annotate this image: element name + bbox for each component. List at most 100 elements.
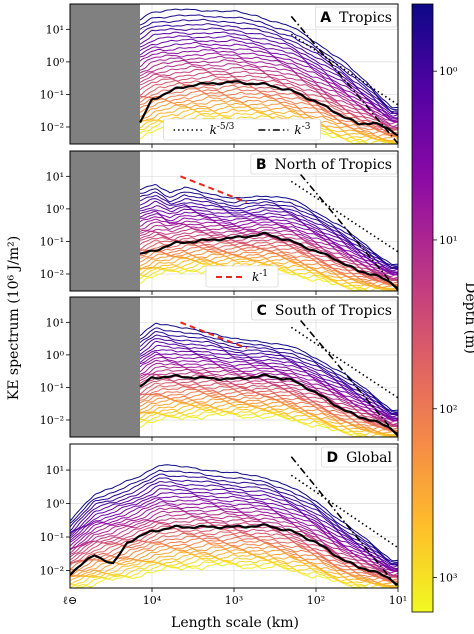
- depth-spectrum-line: [139, 398, 398, 433]
- depth-spectrum-line: [139, 27, 398, 115]
- depth-spectrum-line: [70, 553, 398, 588]
- colorbar: 10⁰ 10¹ 10² 10³ Depth (m): [411, 3, 474, 613]
- depth-spectrum-line: [70, 537, 398, 583]
- panel-letter: B: [256, 157, 267, 173]
- depth-spectrum-line: [70, 498, 398, 571]
- depth-spectrum-line: [139, 334, 398, 416]
- depth-spectrum-line: [139, 356, 398, 422]
- depth-spectrum-line: [139, 344, 398, 418]
- y-tick-label: 10⁻²: [40, 564, 64, 577]
- y-tick-label: 10⁰: [46, 498, 65, 511]
- panel-title: C South of Tropics: [251, 299, 398, 321]
- depth-spectrum-line: [70, 535, 398, 583]
- depth-spectrum-line: [70, 543, 398, 584]
- colorbar-strip: [411, 3, 434, 613]
- x-tick-label: 10⁴: [143, 594, 162, 607]
- x-axis-label: Length scale (km): [171, 615, 299, 631]
- panel-title-text: Global: [346, 450, 392, 466]
- depth-spectrum-line: [139, 371, 398, 427]
- x-tick-label: 10²: [307, 594, 325, 607]
- depth-mean-line: [139, 80, 398, 137]
- colorbar-tick-label: 10¹: [439, 234, 457, 247]
- depth-spectrum-line: [139, 338, 398, 416]
- y-tick-label: 10⁻¹: [40, 88, 64, 101]
- depth-spectrum-line: [139, 330, 398, 415]
- depth-spectrum-line: [139, 188, 398, 267]
- depth-spectrum-line: [139, 102, 398, 140]
- panel-plot-area: [70, 4, 398, 144]
- depth-spectrum-line: [139, 84, 398, 135]
- depth-spectrum-line: [139, 405, 398, 437]
- depth-spectrum-line: [139, 41, 398, 120]
- depth-spectrum-line: [70, 501, 398, 572]
- depth-spectrum-line: [139, 74, 398, 131]
- depth-spectrum-line: [139, 250, 398, 287]
- depth-spectrum-line: [139, 216, 398, 276]
- reference-line-k-3: [290, 162, 398, 291]
- depth-spectrum-line: [139, 388, 398, 432]
- panel-letter: D: [326, 450, 338, 466]
- panel-title: A Tropics: [314, 6, 398, 28]
- depth-spectrum-line: [139, 253, 398, 287]
- depth-spectrum-line: [70, 555, 398, 588]
- depth-spectrum-line: [139, 68, 398, 129]
- y-tick-label: 10⁻²: [40, 414, 64, 427]
- depth-spectrum-line: [139, 218, 398, 276]
- depth-spectrum-line: [139, 205, 398, 272]
- depth-spectrum-line: [70, 540, 398, 583]
- depth-spectrum-line: [70, 515, 398, 577]
- depth-spectrum-line: [139, 96, 398, 138]
- depth-spectrum-line: [139, 195, 398, 270]
- depth-spectrum-line: [139, 88, 398, 136]
- panel-title-text: Tropics: [339, 10, 392, 26]
- y-tick-label: 10⁻¹: [40, 381, 64, 394]
- depth-spectrum-line: [70, 477, 398, 566]
- reference-line-k-3: [290, 308, 398, 437]
- panel-legend: k-5/3 k-3: [163, 118, 321, 141]
- colorbar-tick-label: 10⁰: [439, 65, 458, 78]
- depth-spectrum-line: [139, 35, 398, 117]
- depth-spectrum-line: [139, 99, 398, 139]
- depth-spectrum-line: [139, 412, 398, 437]
- depth-spectrum-line: [139, 23, 398, 114]
- y-tick-label: 10⁰: [46, 203, 65, 216]
- x-origin-label: ℓ⊖: [63, 594, 78, 607]
- depth-spectrum-line: [70, 464, 398, 562]
- panel-c: 10⁻² 10⁻¹ 10⁰ 10¹ C South of Tropics: [40, 296, 399, 441]
- depth-spectrum-line: [139, 18, 398, 113]
- depth-spectrum-line: [70, 558, 398, 588]
- depth-spectrum-line: [139, 93, 398, 137]
- panel-d: 10⁻² 10⁻¹ 10⁰ 10¹ 10⁴ 10³ 10² 10¹ ℓ⊖ D Global: [40, 443, 407, 607]
- depth-spectrum-line: [139, 8, 398, 109]
- y-tick-label: 10⁰: [46, 349, 65, 362]
- reference-line-k-1: [180, 321, 248, 350]
- masked-region: [70, 297, 141, 437]
- reference-line-k-5-3: [290, 474, 398, 549]
- depth-spectrum-line: [139, 49, 398, 123]
- y-tick-label: 10⁻¹: [40, 235, 64, 248]
- depth-spectrum-line: [70, 507, 398, 572]
- depth-spectrum-line: [70, 473, 398, 565]
- depth-spectrum-line: [139, 362, 398, 422]
- y-tick-label: 10⁻²: [40, 121, 64, 134]
- depth-spectrum-line: [70, 513, 398, 576]
- depth-spectrum-line: [70, 510, 398, 574]
- depth-spectrum-line: [70, 488, 398, 568]
- depth-mean-line: [139, 231, 398, 289]
- depth-spectrum-line: [139, 221, 398, 276]
- depth-spectrum-line: [139, 225, 398, 280]
- depth-spectrum-line: [139, 404, 398, 437]
- depth-spectrum-line: [70, 548, 398, 586]
- panel-title: B North of Tropics: [250, 153, 398, 175]
- panel-legend: k-1: [205, 265, 279, 288]
- panel-plot-area: [70, 297, 398, 437]
- depth-mean-line: [70, 523, 398, 586]
- masked-region: [70, 4, 141, 144]
- y-tick-label: 10⁰: [46, 56, 65, 69]
- depth-spectrum-line: [139, 38, 398, 119]
- colorbar-label: Depth (m): [462, 282, 474, 354]
- depth-spectrum-line: [139, 90, 398, 137]
- y-tick-label: 10¹: [46, 23, 64, 36]
- panel-b: 10⁻² 10⁻¹ 10⁰ 10¹ B North of Tropics k-1: [40, 150, 399, 295]
- depth-spectrum-line: [139, 351, 398, 420]
